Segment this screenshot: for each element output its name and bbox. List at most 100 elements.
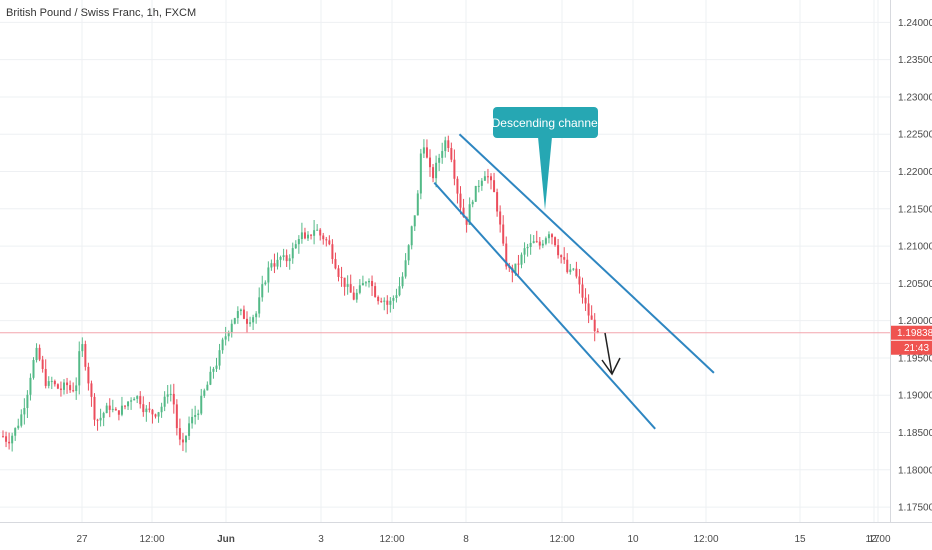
arrow-line [604, 332, 613, 375]
candle-body [340, 276, 343, 278]
candle-body [130, 400, 133, 402]
price-axis[interactable]: 1.24000 1.23500 1.23000 1.22500 1.22000 1.215… [890, 0, 932, 522]
candle-body [288, 258, 291, 262]
candle-body [425, 147, 428, 158]
candle-body [206, 384, 209, 391]
candle-body [596, 331, 599, 333]
candle-body [578, 276, 581, 285]
time-tick-label: 17 [868, 534, 880, 545]
candle-body [69, 385, 72, 391]
candle-body [14, 428, 17, 436]
candle-body [435, 162, 438, 179]
candle-body [11, 435, 14, 444]
price-tick-label: 1.20500 [898, 279, 932, 290]
time-tick-label: 12:00 [379, 534, 404, 545]
candle-body [261, 284, 264, 298]
candle-body [154, 414, 157, 417]
candle-body [87, 366, 90, 384]
candle-body [252, 317, 255, 323]
candle-body [44, 368, 47, 386]
candle-body [343, 277, 346, 287]
candle-body [63, 382, 65, 390]
candle-body [230, 323, 233, 333]
candle-body [398, 286, 401, 296]
candle-body [59, 388, 62, 390]
candle-body [410, 226, 413, 246]
candle-body [371, 281, 374, 287]
candle-body [194, 415, 197, 417]
price-tick-label: 1.19000 [898, 391, 932, 402]
price-tick-label: 1.17500 [898, 503, 932, 514]
candle-body [557, 245, 560, 256]
candle-body [532, 241, 535, 243]
candle-body [233, 318, 236, 324]
candle-body [523, 248, 526, 255]
candle-body [322, 235, 325, 240]
candle-body [78, 351, 81, 386]
candle-body [453, 159, 456, 179]
callout-pointer [538, 137, 552, 210]
candle-body [41, 359, 44, 369]
price-tick-label: 1.20000 [898, 316, 932, 327]
candle-body [352, 292, 355, 300]
candle-body [258, 297, 261, 314]
candle-body [468, 204, 471, 225]
candle-body [307, 234, 309, 239]
candle-body [529, 242, 532, 247]
callout-descending-channel: Descending channel [492, 107, 601, 210]
candle-body [300, 232, 303, 240]
candle-body [444, 140, 447, 152]
candle-body [483, 176, 486, 181]
candle-body [401, 276, 404, 287]
candle-body [276, 259, 279, 267]
candle-body [419, 153, 422, 194]
candle-body [358, 285, 361, 293]
candle-body [279, 257, 282, 260]
candle-body [114, 408, 117, 411]
candle-body [142, 404, 145, 413]
candle-body [96, 419, 99, 421]
candle-body [212, 368, 215, 372]
candle-body [166, 394, 169, 397]
candle-body [474, 185, 477, 202]
time-tick-label: Jun [217, 534, 235, 545]
candle-body [270, 263, 273, 268]
chart-grid [0, 0, 890, 522]
candle-body [544, 238, 547, 244]
candle-body [145, 408, 148, 413]
candle-body [459, 193, 462, 208]
candle-body [17, 425, 20, 429]
candle-body [23, 408, 26, 415]
price-tick-label: 1.19500 [898, 353, 932, 364]
candle-body [267, 267, 270, 283]
current-price-tag: 1.19838 21:43 [891, 325, 932, 355]
countdown-bg [891, 340, 932, 355]
candle-body [188, 423, 191, 436]
candle-body [282, 255, 285, 258]
callout-label: Descending channel [492, 116, 601, 130]
candle-body [334, 259, 337, 269]
time-tick-label: 12:00 [865, 534, 890, 545]
time-tick-label: 12:00 [139, 534, 164, 545]
candle-body [480, 180, 483, 186]
candle-body [29, 377, 32, 395]
candle-body [538, 241, 541, 246]
arrow-head [601, 357, 621, 376]
candle-body [157, 412, 160, 417]
candle-body [102, 413, 105, 418]
candle-body [139, 396, 142, 405]
candle-body [465, 216, 468, 225]
channel-lower-line [433, 182, 656, 430]
candle-body [346, 284, 349, 287]
candle-body [75, 385, 78, 391]
candle-body [35, 347, 38, 361]
candle-body [163, 396, 166, 407]
candle-body [136, 396, 139, 399]
candle-body [560, 255, 563, 258]
candle-body [50, 380, 53, 382]
candle-body [99, 417, 102, 421]
candle-body [108, 405, 111, 410]
candle-body [328, 240, 331, 245]
